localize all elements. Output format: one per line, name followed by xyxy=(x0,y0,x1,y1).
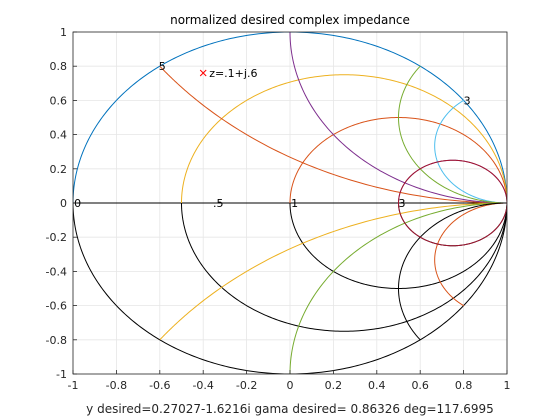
x-axis-label: y desired=0.27027-1.6216i gama desired= … xyxy=(86,402,494,416)
impedance-marker: z=.1+j.6 xyxy=(199,67,257,80)
x-tick-label: -0.4 xyxy=(192,379,213,392)
y-tick-label: -0.4 xyxy=(46,265,67,278)
y-tick-label: -0.6 xyxy=(46,300,67,313)
chart-point-label: 5 xyxy=(159,60,166,73)
chart-point-label: 3 xyxy=(399,197,406,210)
admittance-curve xyxy=(397,159,507,247)
x-tick-label: -0.2 xyxy=(236,379,257,392)
x-tick-label: -0.8 xyxy=(106,379,127,392)
y-tick-label: 0 xyxy=(60,197,67,210)
x-tick-label: 0.8 xyxy=(455,379,473,392)
x-tick-label: -1 xyxy=(68,379,79,392)
resistance-curve xyxy=(180,74,507,204)
x-tick-label: 0.6 xyxy=(411,379,429,392)
x-tick-label: 0.2 xyxy=(325,379,343,392)
chart-point-label: 1 xyxy=(291,197,298,210)
x-axis-ticks: -1 -0.8 -0.6 -0.4 -0.2 0 0.2 0.4 0.6 0.8 1 xyxy=(68,370,511,392)
resistance-curve xyxy=(73,32,507,204)
y-tick-label: 0.8 xyxy=(50,60,68,73)
x-tick-label: 0 xyxy=(287,379,294,392)
marker-label: z=.1+j.6 xyxy=(209,67,257,80)
resistance-curve xyxy=(180,202,507,332)
reactance-curve xyxy=(397,202,507,341)
y-tick-label: 0.6 xyxy=(50,94,68,107)
smith-chart-curves xyxy=(73,32,507,374)
y-tick-label: -0.2 xyxy=(46,231,67,244)
marker-x-stroke xyxy=(199,69,207,77)
y-tick-label: 0.4 xyxy=(50,129,68,142)
resistance-curve xyxy=(73,202,507,374)
chart-point-label: .5 xyxy=(213,197,224,210)
smith-point-labels: 0 .5 1 3 5 3 xyxy=(74,60,471,210)
x-tick-label: 0.4 xyxy=(368,379,386,392)
chart-title: normalized desired complex impedance xyxy=(170,13,410,27)
y-tick-label: 1 xyxy=(60,26,67,39)
chart-point-label: 0 xyxy=(74,197,81,210)
x-tick-label: -0.6 xyxy=(149,379,170,392)
x-tick-label: 1 xyxy=(504,379,511,392)
chart-point-label: 3 xyxy=(464,94,471,107)
y-tick-label: 0.2 xyxy=(50,163,68,176)
y-tick-label: -1 xyxy=(56,368,67,381)
y-axis-ticks: 1 0.8 0.6 0.4 0.2 0 -0.2 -0.4 -0.6 -0.8 -1 xyxy=(46,26,77,381)
y-tick-label: -0.8 xyxy=(46,334,67,347)
